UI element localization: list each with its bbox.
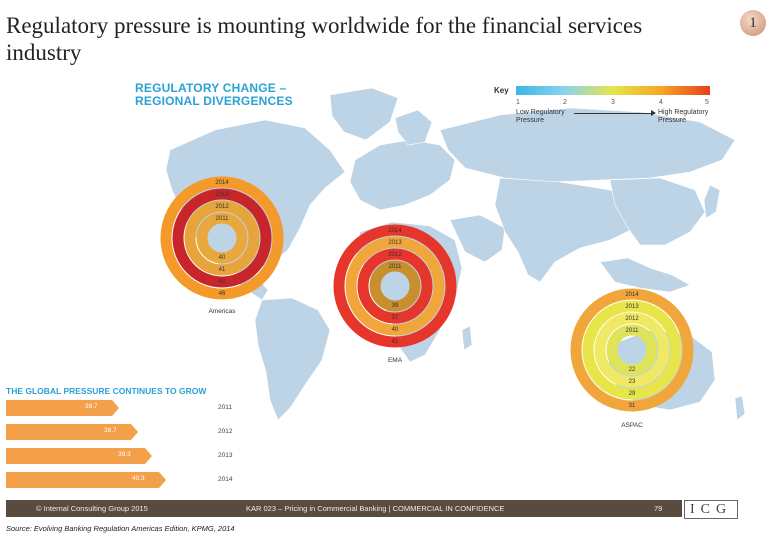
- region-label-ema: EMA: [388, 357, 403, 364]
- global-pressure-value: 39.7: [85, 403, 98, 410]
- ring-aspac-2014: [570, 288, 694, 412]
- key-label: Key: [494, 86, 509, 95]
- footer-bar: © Internal Consulting Group 2015 KAR 023…: [6, 500, 682, 517]
- global-pressure-year: 2013: [218, 452, 233, 459]
- key-color-scale: [516, 86, 710, 95]
- ring-aspac-2013: [582, 300, 682, 400]
- score-label: 41: [219, 267, 226, 273]
- year-label: 2012: [625, 316, 639, 322]
- ring-group-aspac: 2014 2013 2012 2011 22 23 29 31 ASPAC: [570, 288, 694, 429]
- ring-ema-2013: [345, 236, 445, 336]
- key-high-line1: High Regulatory: [658, 109, 709, 116]
- slide-title: Regulatory pressure is mounting worldwid…: [6, 13, 643, 65]
- score-label: 22: [629, 367, 636, 373]
- arrow-right-icon: [574, 110, 656, 116]
- score-label: 41: [392, 339, 399, 345]
- ring-americas-2014: [160, 176, 284, 300]
- key-low-line1: Low Regulatory: [516, 109, 565, 116]
- ring-americas-2012: [184, 200, 260, 276]
- global-pressure-value: 39.3: [118, 451, 131, 458]
- footer-page-number: 79: [654, 504, 663, 513]
- region-label-americas: Americas: [208, 308, 236, 315]
- ring-aspac-2012: [594, 312, 670, 388]
- score-label: 40: [219, 279, 226, 285]
- key-tick: 3: [611, 99, 615, 106]
- score-label: 46: [219, 291, 226, 297]
- global-pressure-bar: 38.7: [6, 424, 138, 440]
- infographic-title: REGULATORY CHANGE – REGIONAL DIVERGENCES: [135, 82, 293, 108]
- icg-logo: ICG: [684, 500, 738, 519]
- score-label: 40: [219, 255, 226, 261]
- global-pressure-bar: 40.3: [6, 472, 166, 488]
- score-label: 37: [392, 315, 399, 321]
- year-label: 2013: [388, 240, 402, 246]
- region-label-aspac: ASPAC: [621, 422, 643, 429]
- score-label: 23: [629, 379, 636, 385]
- key-ticks: 1 2 3 4 5: [516, 99, 710, 108]
- ring-americas-2013: [172, 188, 272, 288]
- global-pressure-year: 2014: [218, 476, 233, 483]
- key-low-line2: Pressure: [516, 117, 545, 124]
- ring-ema-2011: [369, 260, 421, 312]
- key-tick: 4: [659, 99, 663, 106]
- year-label: 2014: [215, 180, 229, 186]
- global-pressure-value: 40.3: [132, 475, 145, 482]
- global-pressure-bar: 39.7: [6, 400, 119, 416]
- world-map: 2014 2013 2012 2011 40 41 40 46 Americas…: [160, 87, 746, 429]
- key-tick: 5: [705, 99, 709, 106]
- key-tick: 2: [563, 99, 567, 106]
- score-label: 40: [392, 327, 399, 333]
- ring-americas-2011: [196, 212, 248, 264]
- score-label: 31: [629, 403, 636, 409]
- infographic-title-line1: REGULATORY CHANGE –: [135, 81, 287, 95]
- ring-group-americas: 2014 2013 2012 2011 40 41 40 46 Americas: [160, 176, 284, 315]
- ring-ema-2012: [357, 248, 433, 324]
- year-label: 2014: [388, 228, 402, 234]
- ring-group-ema: 2014 2013 2012 2011 39 37 40 41 EMA: [333, 224, 457, 364]
- footer-project: KAR 023 – Pricing in Commercial Banking …: [246, 504, 505, 513]
- key-tick: 1: [516, 99, 520, 106]
- year-label: 2011: [389, 264, 403, 270]
- global-pressure-year: 2012: [218, 428, 233, 435]
- key-low-pressure-label: Low Regulatory Pressure: [516, 109, 576, 125]
- global-pressure-title: THE GLOBAL PRESSURE CONTINUES TO GROW: [6, 386, 207, 396]
- ring-aspac-2011: [606, 324, 658, 376]
- ring-ema-2014: [333, 224, 457, 348]
- source-note: Source: Evolving Banking Regulation Amer…: [6, 524, 235, 533]
- footer-copyright: © Internal Consulting Group 2015: [36, 504, 148, 513]
- year-label: 2011: [216, 216, 230, 222]
- infographic-title-line2: REGIONAL DIVERGENCES: [135, 94, 293, 108]
- score-label: 29: [629, 391, 636, 397]
- year-label: 2014: [625, 292, 639, 298]
- page-badge: 1: [740, 10, 766, 36]
- score-label: 39: [392, 303, 399, 309]
- key-high-line2: Pressure: [658, 117, 687, 124]
- global-pressure-year: 2011: [218, 404, 232, 411]
- year-label: 2011: [626, 328, 640, 334]
- global-pressure-value: 38.7: [104, 427, 117, 434]
- year-label: 2013: [215, 192, 229, 198]
- key-high-pressure-label: High Regulatory Pressure: [658, 109, 718, 125]
- global-pressure-bar: 39.3: [6, 448, 152, 464]
- year-label: 2012: [388, 252, 402, 258]
- year-label: 2012: [215, 204, 229, 210]
- year-label: 2013: [625, 304, 639, 310]
